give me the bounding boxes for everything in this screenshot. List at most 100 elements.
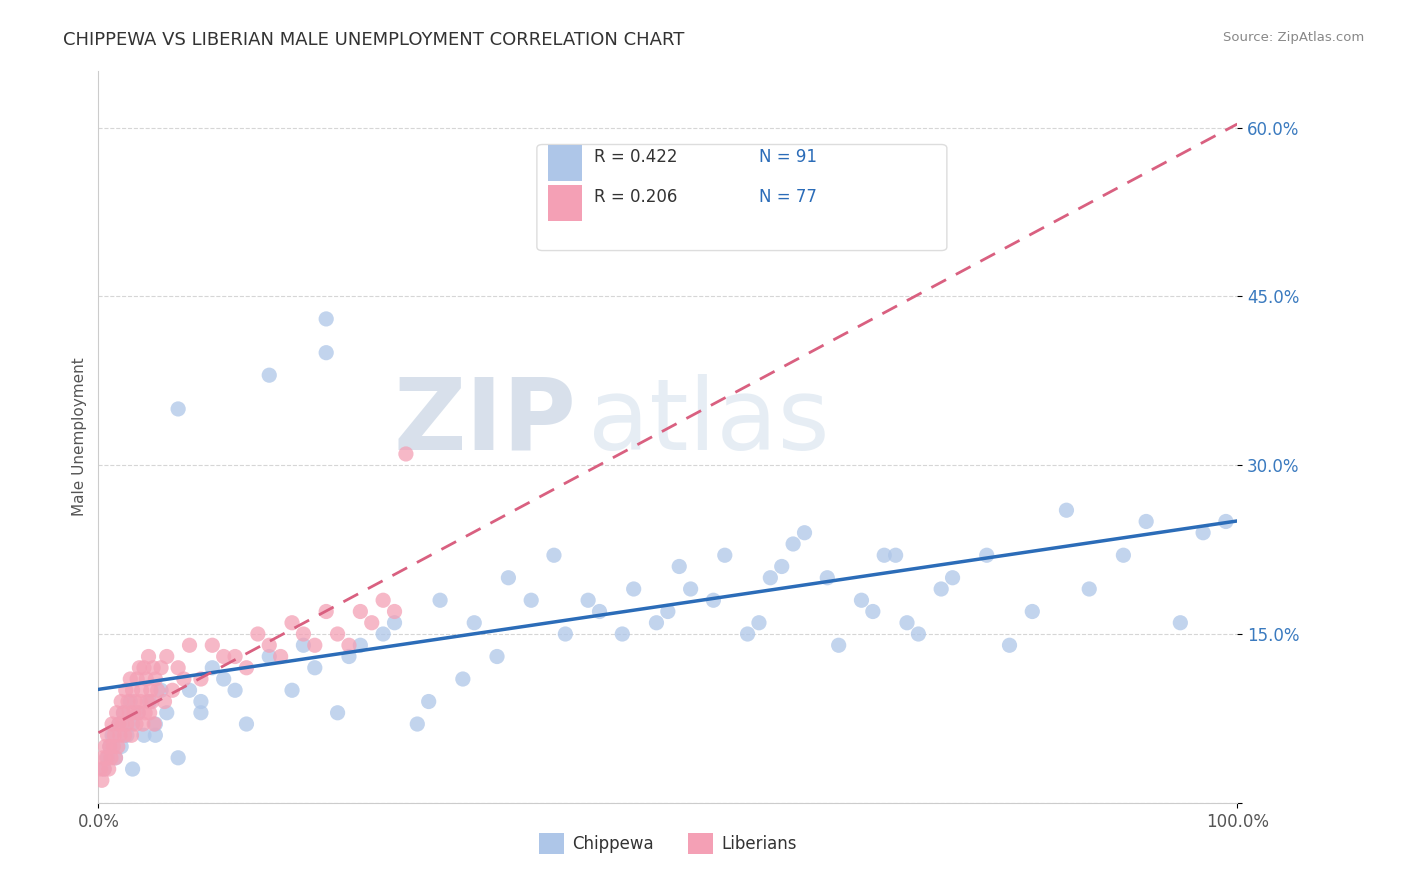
Point <box>907 627 929 641</box>
Text: N = 91: N = 91 <box>759 148 817 166</box>
Point <box>349 638 371 652</box>
Point <box>114 728 136 742</box>
Point <box>748 615 770 630</box>
Point <box>384 605 406 619</box>
Point <box>451 672 474 686</box>
Point <box>714 548 737 562</box>
Point <box>270 649 292 664</box>
Point <box>122 706 145 720</box>
Point <box>554 627 576 641</box>
Point <box>135 672 157 686</box>
Point <box>429 593 451 607</box>
Point <box>139 683 162 698</box>
Point <box>128 661 150 675</box>
Point <box>326 706 349 720</box>
Point <box>145 717 167 731</box>
Point <box>281 683 304 698</box>
Point <box>828 638 851 652</box>
Point <box>120 694 142 708</box>
Point <box>292 627 315 641</box>
Point <box>132 728 155 742</box>
Point <box>929 582 952 596</box>
Point <box>129 694 152 708</box>
Point <box>896 615 918 630</box>
Text: N = 77: N = 77 <box>759 188 817 206</box>
Point <box>337 638 360 652</box>
Point <box>117 694 139 708</box>
Point <box>173 672 195 686</box>
Point <box>98 739 121 754</box>
Point <box>145 672 167 686</box>
Point <box>498 571 520 585</box>
Point <box>127 706 149 720</box>
Point <box>97 762 120 776</box>
Point <box>101 728 124 742</box>
Point <box>1192 525 1215 540</box>
Point <box>90 762 112 776</box>
Point <box>224 683 246 698</box>
Point <box>259 638 281 652</box>
Point <box>235 717 257 731</box>
Point <box>668 559 690 574</box>
Point <box>543 548 565 562</box>
Point <box>138 694 160 708</box>
Point <box>326 627 349 641</box>
Text: CHIPPEWA VS LIBERIAN MALE UNEMPLOYMENT CORRELATION CHART: CHIPPEWA VS LIBERIAN MALE UNEMPLOYMENT C… <box>63 31 685 49</box>
Point <box>1135 515 1157 529</box>
Point <box>782 537 804 551</box>
Text: Source: ZipAtlas.com: Source: ZipAtlas.com <box>1223 31 1364 45</box>
Point <box>235 661 257 675</box>
Point <box>156 649 179 664</box>
Point <box>770 559 793 574</box>
Point <box>131 683 153 698</box>
Point <box>1054 503 1078 517</box>
Point <box>793 525 815 540</box>
Point <box>150 683 173 698</box>
Point <box>103 728 125 742</box>
Point <box>115 728 138 742</box>
Point <box>153 694 176 708</box>
Point <box>124 694 146 708</box>
Point <box>315 605 337 619</box>
Point <box>141 694 163 708</box>
Point <box>862 605 884 619</box>
Point <box>1021 605 1043 619</box>
Point <box>349 605 371 619</box>
Point <box>1170 615 1192 630</box>
Point <box>873 548 896 562</box>
Point <box>91 751 114 765</box>
Bar <box>548 145 582 181</box>
Point <box>212 672 235 686</box>
Bar <box>548 185 582 221</box>
Point <box>418 694 440 708</box>
Point <box>1215 515 1237 529</box>
Point <box>315 312 337 326</box>
Point <box>143 717 166 731</box>
Point <box>136 694 159 708</box>
Point <box>110 694 132 708</box>
Point <box>315 345 337 359</box>
Point <box>96 728 118 742</box>
Point <box>702 593 724 607</box>
Point <box>212 649 235 664</box>
Text: R = 0.206: R = 0.206 <box>593 188 678 206</box>
Point <box>851 593 873 607</box>
Point <box>93 762 115 776</box>
Point <box>93 762 115 776</box>
Point <box>384 615 406 630</box>
Point <box>146 683 169 698</box>
Point <box>281 615 304 630</box>
Point <box>304 638 326 652</box>
Point <box>179 683 201 698</box>
Point <box>120 672 142 686</box>
Point <box>337 649 360 664</box>
Point <box>190 706 212 720</box>
Point <box>406 717 429 731</box>
Point <box>179 638 201 652</box>
Point <box>998 638 1021 652</box>
Text: R = 0.422: R = 0.422 <box>593 148 678 166</box>
Point <box>132 717 155 731</box>
Point <box>612 627 634 641</box>
Point <box>657 605 679 619</box>
Point <box>976 548 998 562</box>
